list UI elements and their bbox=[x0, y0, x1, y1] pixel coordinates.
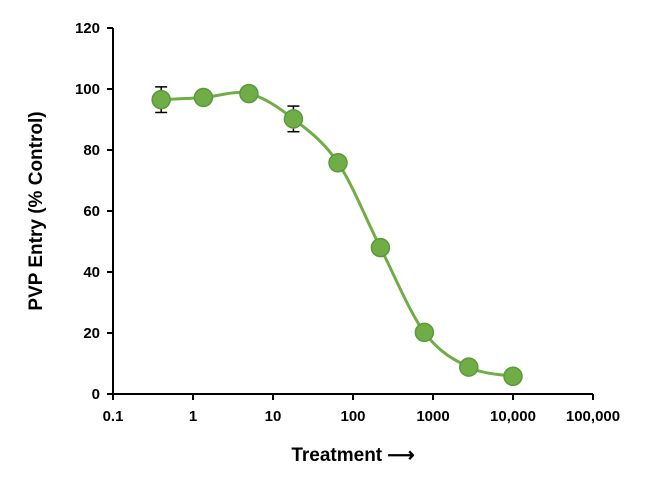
y-tick-label: 0 bbox=[92, 386, 100, 403]
x-tick-label: 1 bbox=[189, 408, 197, 425]
x-tick-label: 1000 bbox=[416, 408, 449, 425]
data-point bbox=[414, 322, 435, 343]
data-point bbox=[328, 153, 348, 173]
axes bbox=[112, 28, 593, 395]
data-point bbox=[239, 83, 259, 104]
data-point bbox=[193, 87, 214, 108]
series-layer bbox=[151, 83, 523, 387]
x-axis-ticks: 0.1 1 10 100 1000 10,000 100,000 bbox=[103, 394, 620, 425]
series-line bbox=[161, 91, 514, 378]
data-point bbox=[283, 109, 304, 129]
data-point bbox=[151, 89, 171, 110]
x-tick-label: 100 bbox=[340, 408, 365, 425]
y-tick-label: 40 bbox=[83, 264, 100, 281]
y-tick-label: 20 bbox=[83, 325, 100, 342]
y-tick-label: 80 bbox=[83, 142, 100, 159]
y-tick-label: 120 bbox=[75, 20, 100, 37]
data-point bbox=[459, 357, 479, 377]
y-axis-ticks: 0 20 40 60 80 100 120 bbox=[75, 20, 113, 403]
x-tick-label: 100,000 bbox=[566, 408, 620, 425]
x-tick-label: 10,000 bbox=[490, 408, 536, 425]
y-tick-label: 60 bbox=[83, 203, 100, 220]
x-tick-label: 0.1 bbox=[103, 408, 124, 425]
y-tick-label: 100 bbox=[75, 81, 100, 98]
y-axis-title: PVP Entry (% Control) bbox=[26, 111, 47, 310]
data-point bbox=[503, 366, 523, 387]
x-axis-title: Treatment ⟶ bbox=[291, 445, 414, 466]
x-tick-label: 10 bbox=[265, 408, 282, 425]
data-point bbox=[370, 237, 391, 258]
